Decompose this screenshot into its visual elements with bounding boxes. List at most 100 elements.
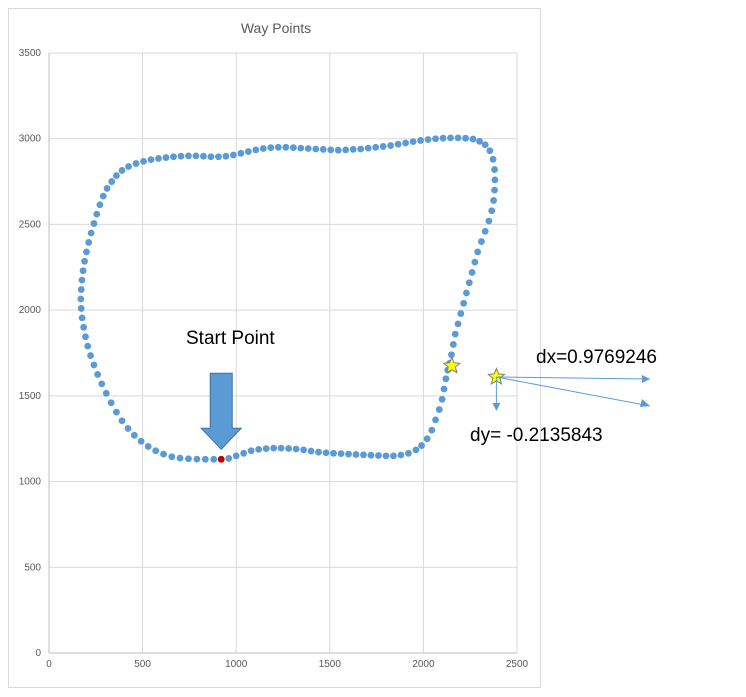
way-point-series xyxy=(77,134,499,463)
way-point xyxy=(337,450,345,458)
way-point xyxy=(447,134,454,142)
way-point xyxy=(375,452,382,459)
way-point xyxy=(160,450,167,458)
way-point xyxy=(432,135,439,143)
way-point xyxy=(83,248,90,256)
way-point xyxy=(491,166,498,173)
way-point xyxy=(270,444,278,452)
way-point xyxy=(474,248,482,256)
way-point xyxy=(476,137,483,145)
way-point xyxy=(457,310,465,317)
way-point xyxy=(247,447,255,455)
way-point xyxy=(428,426,436,434)
way-point xyxy=(90,220,98,227)
way-point xyxy=(465,279,473,287)
way-point xyxy=(423,435,431,443)
way-point xyxy=(442,375,450,383)
way-point xyxy=(185,152,192,160)
way-point xyxy=(282,143,290,151)
start-point-arrow xyxy=(200,372,243,451)
way-point xyxy=(387,142,395,149)
dx-vector-arrowhead xyxy=(642,375,650,383)
way-point xyxy=(259,145,267,152)
way-point xyxy=(93,210,101,218)
x-tick-label: 500 xyxy=(134,659,151,670)
way-point xyxy=(112,408,120,416)
way-point xyxy=(491,186,498,194)
way-point xyxy=(118,417,126,425)
way-point xyxy=(77,286,85,293)
way-point xyxy=(481,227,489,235)
way-point xyxy=(372,143,380,151)
way-point xyxy=(364,144,372,152)
way-point xyxy=(82,333,89,341)
dx-vector-line xyxy=(496,376,651,380)
way-point xyxy=(125,163,132,170)
way-point xyxy=(99,192,107,200)
y-tick-label: 1500 xyxy=(19,391,42,402)
way-point xyxy=(490,197,497,204)
way-point xyxy=(478,238,485,245)
way-point xyxy=(439,134,447,142)
way-point xyxy=(460,299,468,307)
combined-vector-arrowhead xyxy=(640,399,650,407)
way-point xyxy=(435,406,443,413)
way-point xyxy=(255,445,263,453)
way-point xyxy=(352,451,360,458)
way-point xyxy=(200,152,207,160)
way-point xyxy=(90,361,98,369)
y-tick-label: 3500 xyxy=(19,48,42,59)
way-point xyxy=(418,442,425,449)
way-point xyxy=(274,143,282,151)
y-tick-label: 1000 xyxy=(19,477,42,488)
way-point xyxy=(379,143,387,150)
way-point xyxy=(471,258,479,266)
way-point xyxy=(229,151,237,159)
way-point xyxy=(81,257,88,265)
way-point xyxy=(87,229,95,237)
way-point xyxy=(491,176,499,184)
way-point xyxy=(382,452,390,460)
way-point xyxy=(124,425,132,432)
way-point xyxy=(118,167,126,174)
way-point xyxy=(486,147,494,155)
y-tick-label: 0 xyxy=(35,648,41,659)
way-point xyxy=(342,146,350,154)
way-point xyxy=(244,148,252,155)
combined-vector-line xyxy=(496,376,651,407)
axes xyxy=(48,53,517,654)
dx-label: dx=0.9769246 xyxy=(536,347,657,368)
way-point xyxy=(137,437,145,445)
way-point xyxy=(140,157,147,165)
way-point xyxy=(345,450,352,458)
way-point xyxy=(112,172,120,179)
way-point xyxy=(322,449,330,457)
way-point xyxy=(360,451,367,459)
way-point xyxy=(330,449,337,457)
way-point xyxy=(289,144,297,152)
gridlines xyxy=(48,52,518,654)
way-point xyxy=(285,445,293,452)
way-point xyxy=(96,201,104,209)
y-tick-label: 2500 xyxy=(19,219,42,230)
chart-title: Way Points xyxy=(241,20,311,36)
way-point xyxy=(102,389,110,397)
way-point xyxy=(438,395,446,403)
start-point-label: Start Point xyxy=(186,328,275,349)
way-point xyxy=(481,141,489,149)
way-point xyxy=(277,444,285,452)
way-point xyxy=(85,239,93,246)
way-point xyxy=(412,446,420,454)
way-point xyxy=(207,153,215,161)
current-star-marker xyxy=(442,356,462,374)
way-point xyxy=(485,217,493,225)
way-point xyxy=(448,351,455,359)
chart-overlays xyxy=(200,356,651,463)
way-point xyxy=(304,145,312,152)
dy-label: dy= -0.2135843 xyxy=(470,425,603,446)
way-point xyxy=(315,448,322,456)
y-tick-label: 2000 xyxy=(19,305,42,316)
way-point xyxy=(130,431,138,439)
way-point xyxy=(451,330,459,338)
way-point xyxy=(440,385,448,393)
